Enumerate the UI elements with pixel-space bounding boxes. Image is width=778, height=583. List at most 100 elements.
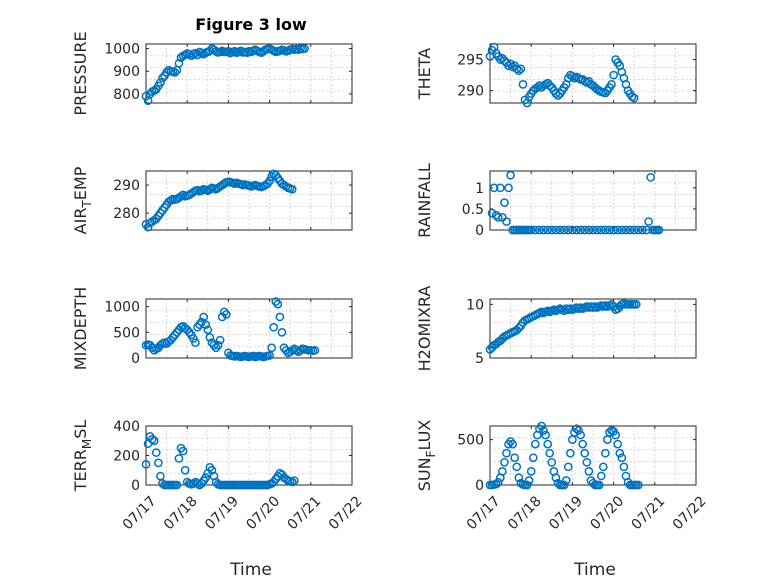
data-point xyxy=(203,325,213,335)
y-tick-label: 500 xyxy=(113,325,140,341)
y-axis-label-main: AIR xyxy=(71,208,90,235)
data-point xyxy=(201,320,211,330)
y-tick-label: 0.5 xyxy=(462,202,484,218)
data-point xyxy=(617,453,627,463)
data-point xyxy=(487,208,497,218)
data-point xyxy=(551,225,561,235)
data-point xyxy=(180,465,190,475)
data-point xyxy=(273,299,283,309)
data-point xyxy=(563,225,573,235)
data-point xyxy=(205,184,215,194)
data-point xyxy=(617,225,627,235)
data-point xyxy=(572,424,581,434)
y-axis-label-subscript: M xyxy=(80,439,94,449)
y-axis-label-main: SUN xyxy=(415,457,434,491)
data-point xyxy=(514,473,524,483)
x-tick-label: 07/20 xyxy=(243,493,283,533)
data-point xyxy=(580,225,590,235)
data-point xyxy=(495,183,505,193)
data-point xyxy=(500,198,509,207)
data-point xyxy=(572,225,581,235)
y-axis-label: MIXDEPTH xyxy=(71,287,90,370)
data-point xyxy=(621,225,631,235)
data-point xyxy=(526,225,536,235)
data-point xyxy=(607,300,616,309)
data-point xyxy=(310,345,320,355)
x-axis-label-left: Time xyxy=(229,560,272,580)
data-point xyxy=(596,225,606,235)
y-axis-label-subscript: F xyxy=(424,450,438,457)
data-point xyxy=(205,333,215,342)
data-point xyxy=(493,477,503,487)
data-point xyxy=(184,49,194,59)
y-axis-label: AIRTEMP xyxy=(71,166,94,234)
data-point xyxy=(508,439,518,449)
data-point xyxy=(512,462,522,472)
data-point xyxy=(537,421,546,431)
y-tick-label: 400 xyxy=(113,419,140,435)
data-point xyxy=(551,473,561,483)
data-point xyxy=(267,343,277,353)
y-axis-label-subscript: T xyxy=(80,200,94,209)
y-tick-label: 1000 xyxy=(104,300,140,316)
data-point xyxy=(555,225,565,235)
subplot-mixdepth: 0 500 1000 MIXDEPTH xyxy=(71,287,353,370)
data-point xyxy=(547,457,557,467)
y-tick-label: 1 xyxy=(475,181,484,197)
y-axis-label: SUNFLUX xyxy=(415,420,438,492)
data-point xyxy=(609,225,618,235)
y-tick-label: 1000 xyxy=(104,42,140,58)
data-point xyxy=(197,186,206,196)
data-point xyxy=(221,310,231,319)
data-point xyxy=(609,70,618,80)
y-axis-label-main: TERR xyxy=(71,449,90,492)
y-tick-label: 290 xyxy=(457,84,484,100)
data-point xyxy=(224,46,233,56)
data-point xyxy=(535,81,544,90)
data-point xyxy=(277,327,287,337)
data-point xyxy=(504,61,513,71)
data-point xyxy=(611,430,621,440)
data-point xyxy=(524,476,534,485)
data-point xyxy=(539,225,548,235)
figure-title: Figure 3 low xyxy=(195,15,307,34)
data-point xyxy=(522,480,532,490)
data-point xyxy=(625,225,635,235)
data-point xyxy=(631,300,641,309)
y-tick-label: 280 xyxy=(113,206,140,222)
data-point xyxy=(629,93,639,103)
y-tick-label: 800 xyxy=(113,87,140,103)
data-point xyxy=(607,80,616,89)
y-tick-label: 290 xyxy=(113,178,140,194)
data-point xyxy=(601,88,610,98)
data-point xyxy=(300,44,309,53)
x-tick-label: 07/19 xyxy=(202,493,242,533)
y-tick-label: 200 xyxy=(113,449,140,465)
data-point xyxy=(578,439,588,449)
data-point xyxy=(576,225,585,235)
subplot-h2omixra: 5 10 H2OMIXRA xyxy=(415,286,697,371)
data-point xyxy=(158,479,167,488)
y-axis-label-tail: SL xyxy=(71,420,90,439)
data-point xyxy=(528,453,538,463)
data-point xyxy=(582,457,592,467)
x-tick-label: 07/18 xyxy=(161,493,201,533)
y-axis-label-main: THETA xyxy=(415,48,434,100)
data-point xyxy=(530,439,540,449)
data-point xyxy=(189,479,198,488)
data-point xyxy=(543,225,553,235)
data-point xyxy=(559,480,569,490)
y-tick-label: 0 xyxy=(475,478,484,494)
data-point xyxy=(489,183,499,193)
data-point xyxy=(189,187,198,197)
data-point xyxy=(561,476,571,485)
data-point xyxy=(592,225,602,235)
data-point xyxy=(547,225,557,235)
data-point xyxy=(563,462,573,472)
data-point xyxy=(491,479,501,489)
data-point xyxy=(191,48,200,58)
data-point xyxy=(201,473,211,482)
data-point xyxy=(151,448,161,457)
